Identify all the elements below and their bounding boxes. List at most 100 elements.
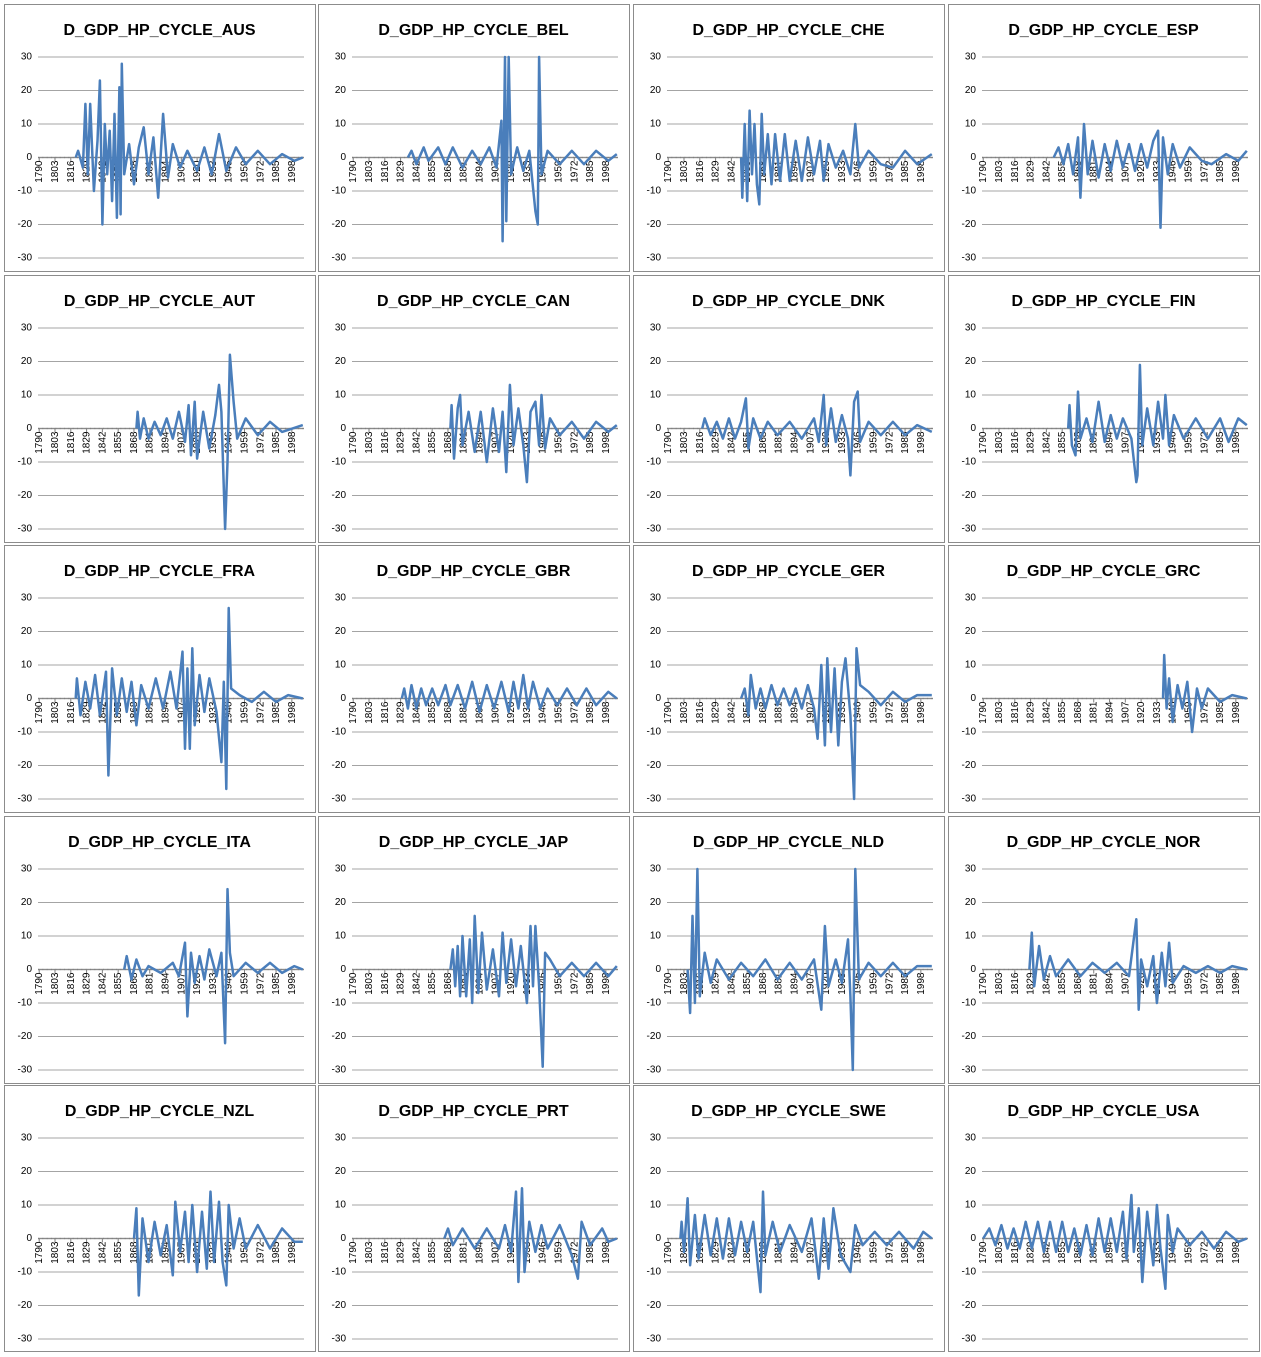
x-tick-label: 1985 xyxy=(271,701,282,724)
chart-panel: D_GDP_HP_CYCLE_USA -30 -20 -10 0 10 20 30 1790 18… xyxy=(948,1085,1260,1352)
y-tick-label: 0 xyxy=(26,152,32,163)
x-tick-label: 1816 xyxy=(1010,431,1021,454)
x-tick-label: 1920 xyxy=(821,160,832,183)
y-tick-label: 30 xyxy=(650,593,662,604)
y-tick-label: -20 xyxy=(647,219,662,230)
x-tick-label: 1842 xyxy=(411,701,422,724)
y-tick-label: 10 xyxy=(965,1200,977,1211)
y-tick-label: 0 xyxy=(655,693,661,704)
y-tick-label: -20 xyxy=(962,1300,977,1311)
x-tick-label: 1985 xyxy=(585,431,596,454)
x-tick-label: 1972 xyxy=(569,1241,580,1264)
chart-panel: D_GDP_HP_CYCLE_NLD -30 -20 -10 0 10 20 30 1790 18… xyxy=(633,816,945,1084)
y-tick-label: -20 xyxy=(18,1031,33,1042)
y-tick-label: -20 xyxy=(332,1300,347,1311)
chart-title: D_GDP_HP_CYCLE_FIN xyxy=(1011,293,1195,310)
chart-panel: D_GDP_HP_CYCLE_AUT -30 -20 -10 0 10 20 30 1790 18… xyxy=(4,275,316,543)
panel-border xyxy=(633,275,945,543)
y-tick-label: 20 xyxy=(335,1166,347,1177)
x-tick-label: 1842 xyxy=(411,160,422,183)
x-tick-label: 1894 xyxy=(790,160,801,183)
y-tick-label: -10 xyxy=(332,998,347,1009)
x-tick-label: 1907 xyxy=(1120,701,1131,724)
x-tick-label: 1881 xyxy=(459,1241,470,1264)
x-tick-label: 1946 xyxy=(1168,431,1179,454)
x-tick-label: 1933 xyxy=(522,160,533,183)
data-line xyxy=(449,914,618,1068)
x-tick-label: 1985 xyxy=(271,1241,282,1264)
data-line xyxy=(400,673,618,714)
x-tick-label: 1829 xyxy=(396,431,407,454)
y-tick-label: -30 xyxy=(18,1065,33,1076)
y-tick-label: 0 xyxy=(340,1233,346,1244)
x-tick-label: 1894 xyxy=(161,431,172,454)
x-tick-label: 1790 xyxy=(978,972,989,995)
x-tick-label: 1816 xyxy=(1010,701,1021,724)
chart-title: D_GDP_HP_CYCLE_CAN xyxy=(377,293,570,310)
y-tick-label: -20 xyxy=(647,1031,662,1042)
panel-border xyxy=(318,1085,630,1352)
x-tick-label: 1946 xyxy=(224,1241,235,1264)
x-tick-label: 1959 xyxy=(868,1241,879,1264)
y-tick-label: 0 xyxy=(26,693,32,704)
x-tick-label: 1946 xyxy=(538,701,549,724)
data-line xyxy=(74,606,304,791)
panel-border xyxy=(4,1085,316,1352)
x-tick-label: 1972 xyxy=(255,972,266,995)
chart-title: D_GDP_HP_CYCLE_JAP xyxy=(379,834,569,851)
x-tick-label: 1959 xyxy=(1183,160,1194,183)
x-tick-label: 1829 xyxy=(82,431,93,454)
x-tick-label: 1907 xyxy=(490,431,501,454)
y-tick-label: -10 xyxy=(18,1267,33,1278)
x-tick-label: 1855 xyxy=(427,160,438,183)
y-tick-label: -10 xyxy=(647,186,662,197)
panel-border xyxy=(948,1085,1260,1352)
y-tick-label: 10 xyxy=(21,660,33,671)
x-tick-label: 1842 xyxy=(411,431,422,454)
x-tick-label: 1985 xyxy=(1215,972,1226,995)
x-tick-label: 1894 xyxy=(790,701,801,724)
x-tick-label: 1946 xyxy=(224,431,235,454)
x-tick-label: 1829 xyxy=(396,972,407,995)
x-tick-label: 1829 xyxy=(396,1241,407,1264)
y-tick-label: -20 xyxy=(962,490,977,501)
x-tick-label: 1972 xyxy=(569,431,580,454)
x-tick-label: 1842 xyxy=(1041,972,1052,995)
x-tick-label: 1868 xyxy=(758,972,769,995)
x-tick-label: 1842 xyxy=(97,1241,108,1264)
x-tick-label: 1959 xyxy=(239,701,250,724)
data-line xyxy=(686,867,932,1072)
x-tick-label: 1972 xyxy=(569,972,580,995)
x-tick-label: 1868 xyxy=(129,431,140,454)
panel-border xyxy=(633,816,945,1084)
x-tick-label: 1881 xyxy=(1089,431,1100,454)
y-tick-label: -10 xyxy=(962,186,977,197)
x-tick-label: 1790 xyxy=(978,1241,989,1264)
x-tick-label: 1881 xyxy=(774,431,785,454)
chart-title: D_GDP_HP_CYCLE_NZL xyxy=(65,1103,255,1120)
x-tick-label: 1803 xyxy=(994,431,1005,454)
x-tick-label: 1842 xyxy=(1041,431,1052,454)
x-tick-label: 1946 xyxy=(853,431,864,454)
panel-border xyxy=(318,275,630,543)
y-tick-label: -10 xyxy=(18,457,33,468)
data-line xyxy=(679,1190,933,1294)
x-tick-label: 1959 xyxy=(1183,431,1194,454)
x-tick-label: 1998 xyxy=(916,160,927,183)
y-tick-label: 10 xyxy=(335,931,347,942)
x-tick-label: 1842 xyxy=(726,1241,737,1264)
y-tick-label: 30 xyxy=(965,323,977,334)
x-tick-label: 1946 xyxy=(224,160,235,183)
x-tick-label: 1855 xyxy=(113,701,124,724)
x-tick-label: 1803 xyxy=(994,1241,1005,1264)
panel-border xyxy=(4,545,316,813)
x-tick-label: 1803 xyxy=(364,1241,375,1264)
x-tick-label: 1842 xyxy=(726,972,737,995)
y-tick-label: 20 xyxy=(965,356,977,367)
x-tick-label: 1829 xyxy=(1026,160,1037,183)
x-tick-label: 1803 xyxy=(364,972,375,995)
y-tick-label: -30 xyxy=(332,524,347,535)
x-tick-label: 1959 xyxy=(239,1241,250,1264)
y-tick-label: -10 xyxy=(332,727,347,738)
